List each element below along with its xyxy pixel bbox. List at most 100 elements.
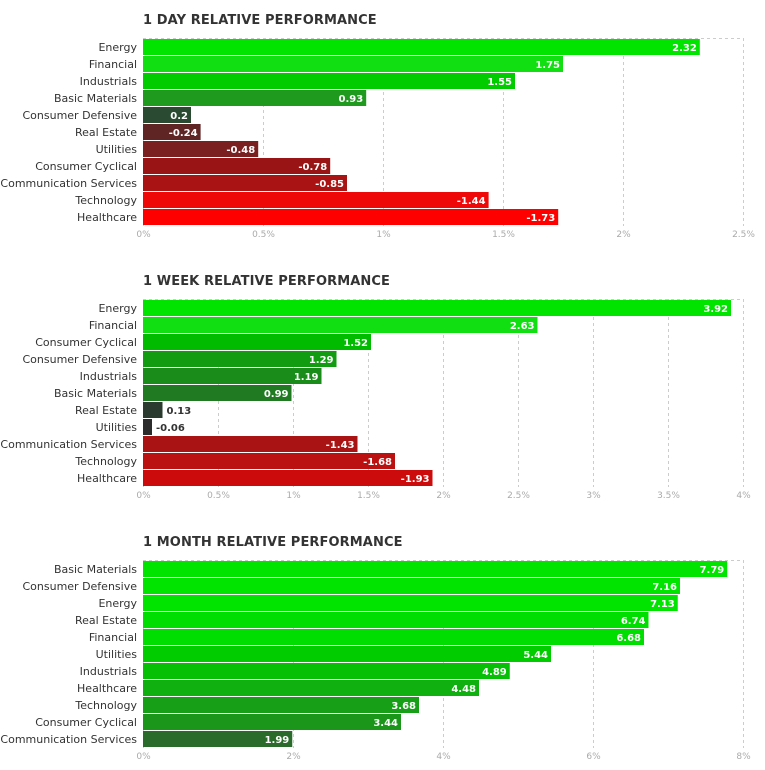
value-label: 6.68 <box>616 633 641 644</box>
bar <box>143 39 700 55</box>
value-label: -0.24 <box>169 128 198 139</box>
bar <box>143 419 152 435</box>
value-label: 3.44 <box>373 718 398 729</box>
bar <box>143 612 649 628</box>
x-tick-label: 1.5% <box>492 230 515 240</box>
x-tick-label: 0% <box>136 230 151 240</box>
value-label: 3.68 <box>391 701 416 712</box>
bar-chart-1-month: 0% 2% 4% 6% 8% Basic Materials 7.79 Consumer De… <box>0 560 751 762</box>
bar <box>143 334 371 350</box>
category-label: Basic Materials <box>54 563 137 576</box>
bar <box>143 300 731 316</box>
bar <box>143 124 201 140</box>
category-label: Utilities <box>96 143 138 156</box>
category-label: Technology <box>74 194 137 207</box>
bar-chart-1-day: 0% 0.5% 1% 1.5% 2% 2.5% Energy 2.32 Financial 1.7… <box>0 38 755 240</box>
bar <box>143 73 515 89</box>
category-label: Basic Materials <box>54 387 137 400</box>
bar <box>143 436 358 452</box>
category-label: Healthcare <box>77 211 137 224</box>
value-label: 5.44 <box>523 650 548 661</box>
category-label: Industrials <box>80 370 138 383</box>
bar <box>143 158 331 174</box>
x-tick-label: 1% <box>376 230 391 240</box>
bar <box>143 90 367 106</box>
value-label: 1.75 <box>535 60 560 71</box>
bar <box>143 680 479 696</box>
value-label: 4.89 <box>482 667 507 678</box>
bar <box>143 141 259 157</box>
x-tick-label: 0% <box>136 752 151 762</box>
value-label: 2.63 <box>510 321 535 332</box>
category-label: Real Estate <box>75 404 137 417</box>
bar <box>143 453 395 469</box>
bar <box>143 646 551 662</box>
value-label: 2.32 <box>672 43 697 54</box>
bar <box>143 595 678 611</box>
x-tick-label: 2% <box>616 230 631 240</box>
category-label: Consumer Defensive <box>22 353 137 366</box>
x-tick-label: 8% <box>736 752 751 762</box>
value-label: -1.93 <box>401 474 430 485</box>
category-label: Communication Services <box>0 438 137 451</box>
bar <box>143 351 337 367</box>
bar <box>143 561 728 577</box>
category-label: Healthcare <box>77 682 137 695</box>
category-label: Consumer Cyclical <box>35 336 137 349</box>
value-label: 1.52 <box>343 338 368 349</box>
category-label: Technology <box>74 455 137 468</box>
bar <box>143 56 563 72</box>
value-label: -1.73 <box>526 213 555 224</box>
x-tick-label: 0.5% <box>207 491 230 501</box>
value-label: 0.13 <box>167 406 192 417</box>
category-label: Real Estate <box>75 614 137 627</box>
x-tick-label: 2.5% <box>507 491 530 501</box>
value-label: 1.19 <box>294 372 319 383</box>
bar <box>143 317 538 333</box>
value-label: -0.78 <box>298 162 327 173</box>
value-label: -0.48 <box>226 145 255 156</box>
value-label: 0.93 <box>339 94 364 105</box>
category-label: Consumer Defensive <box>22 109 137 122</box>
bar <box>143 175 347 191</box>
category-label: Communication Services <box>0 733 137 746</box>
value-label: 7.79 <box>700 565 725 576</box>
x-tick-label: 1.5% <box>357 491 380 501</box>
value-label: 0.2 <box>170 111 188 122</box>
bar <box>143 663 510 679</box>
bar <box>143 402 163 418</box>
value-label: -0.06 <box>156 423 185 434</box>
category-label: Industrials <box>80 75 138 88</box>
category-label: Healthcare <box>77 472 137 485</box>
category-label: Financial <box>89 631 137 644</box>
category-label: Real Estate <box>75 126 137 139</box>
x-tick-label: 3.5% <box>657 491 680 501</box>
bar <box>143 731 293 747</box>
x-tick-label: 0.5% <box>252 230 275 240</box>
bar <box>143 107 191 123</box>
chart-title: 1 DAY RELATIVE PERFORMANCE <box>143 13 377 28</box>
bar <box>143 714 401 730</box>
bar <box>143 470 433 486</box>
x-tick-label: 4% <box>736 491 751 501</box>
x-tick-label: 4% <box>436 752 451 762</box>
value-label: 1.99 <box>265 735 290 746</box>
x-tick-label: 0% <box>136 491 151 501</box>
value-label: 7.16 <box>652 582 677 593</box>
bar <box>143 192 489 208</box>
bar-chart-1-week: 0% 0.5% 1% 1.5% 2% 2.5% 3% 3.5% 4% Energy 3.92 Fina… <box>0 299 751 501</box>
x-tick-label: 6% <box>586 752 601 762</box>
x-tick-label: 2% <box>286 752 301 762</box>
value-label: 1.29 <box>309 355 334 366</box>
bar <box>143 629 644 645</box>
value-label: -1.43 <box>326 440 355 451</box>
category-label: Energy <box>98 41 137 54</box>
bar <box>143 697 419 713</box>
category-label: Basic Materials <box>54 92 137 105</box>
category-label: Energy <box>98 302 137 315</box>
category-label: Technology <box>74 699 137 712</box>
category-label: Consumer Defensive <box>22 580 137 593</box>
value-label: 0.99 <box>264 389 289 400</box>
x-tick-label: 2.5% <box>732 230 755 240</box>
category-label: Utilities <box>96 648 138 661</box>
